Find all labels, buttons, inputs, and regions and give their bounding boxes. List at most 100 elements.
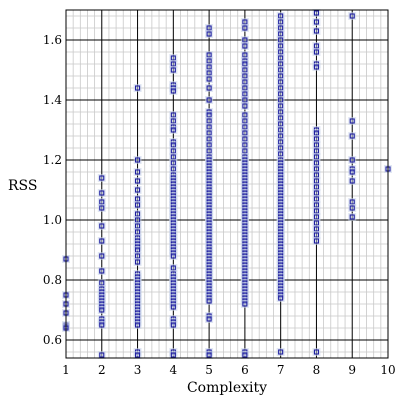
data-point-halo (240, 141, 249, 149)
data-point-halo (133, 201, 142, 209)
data-point-halo (169, 321, 178, 329)
data-point-halo (97, 189, 106, 197)
plot-frame (65, 9, 389, 359)
data-point (206, 352, 212, 358)
data-point-halo (312, 171, 321, 179)
data-point-halo (276, 132, 285, 140)
data-point-halo (240, 36, 249, 44)
data-point (242, 301, 248, 307)
data-point-halo (312, 9, 321, 17)
data-point (135, 187, 141, 193)
data-point-halo (240, 147, 249, 155)
data-point-halo (97, 351, 106, 359)
x-tick-label: 6 (241, 363, 249, 377)
data-point (349, 169, 355, 175)
data-point-halo (312, 18, 321, 26)
data-point-halo (97, 252, 106, 260)
data-points (62, 9, 392, 359)
data-point-halo (133, 195, 142, 203)
data-point-halo (312, 153, 321, 161)
data-point-halo (240, 78, 249, 86)
data-point (313, 49, 319, 55)
data-point (99, 238, 105, 244)
data-point (349, 157, 355, 163)
data-point-halo (312, 207, 321, 215)
data-point-halo (133, 258, 142, 266)
data-point-halo (97, 306, 106, 314)
y-axis-label: RSS (8, 178, 37, 194)
data-point-halo (348, 12, 357, 20)
data-point (99, 190, 105, 196)
y-tick-labels: 0.6 0.8 1.0 1.2 1.4 1.6 (43, 33, 62, 347)
data-point (242, 25, 248, 31)
data-point-halo (169, 147, 178, 155)
data-point-halo (276, 12, 285, 20)
data-point-halo (169, 54, 178, 62)
data-point-halo (240, 18, 249, 26)
data-point-halo (240, 72, 249, 80)
data-point-halo (312, 219, 321, 227)
x-tick-label: 3 (134, 363, 142, 377)
data-point (99, 322, 105, 328)
data-point-halo (205, 24, 214, 32)
data-point-halo (276, 102, 285, 110)
y-tick-label: 0.6 (43, 333, 62, 347)
data-point-halo (169, 87, 178, 95)
data-point-halo (312, 213, 321, 221)
data-point (206, 316, 212, 322)
data-point-halo (133, 252, 142, 260)
data-point-halo (312, 348, 321, 356)
data-point-halo (240, 129, 249, 137)
data-point-halo (133, 177, 142, 185)
data-point (349, 133, 355, 139)
data-point-halo (348, 132, 357, 140)
data-point-halo (133, 246, 142, 254)
data-point-halo (312, 183, 321, 191)
data-point-halo (133, 321, 142, 329)
y-tick-label: 1.2 (43, 153, 62, 167)
data-point-halo (276, 114, 285, 122)
data-point-halo (240, 42, 249, 50)
data-point-halo (312, 27, 321, 35)
data-point-halo (312, 147, 321, 155)
data-point (313, 19, 319, 25)
data-point-halo (133, 216, 142, 224)
data-point-halo (205, 96, 214, 104)
data-point-halo (276, 66, 285, 74)
data-point-halo (276, 54, 285, 62)
data-point-halo (97, 321, 106, 329)
data-point-halo (276, 18, 285, 26)
data-point (135, 259, 141, 265)
data-point (313, 10, 319, 16)
data-point (349, 13, 355, 19)
data-point-halo (97, 279, 106, 287)
x-tick-label: 8 (313, 363, 321, 377)
data-point-halo (205, 69, 214, 77)
data-point-halo (276, 36, 285, 44)
data-point (313, 349, 319, 355)
data-point-halo (348, 156, 357, 164)
data-point-halo (169, 111, 178, 119)
data-point-halo (133, 228, 142, 236)
x-tick-label: 1 (62, 363, 70, 377)
data-point-halo (205, 297, 214, 305)
data-point-halo (97, 204, 106, 212)
data-point-halo (205, 75, 214, 83)
data-point (206, 97, 212, 103)
data-point-halo (276, 348, 285, 356)
data-point (313, 28, 319, 34)
data-point-halo (169, 141, 178, 149)
data-point-halo (348, 204, 357, 212)
data-point (242, 43, 248, 49)
data-point-halo (240, 96, 249, 104)
data-point-halo (205, 351, 214, 359)
data-point-halo (169, 303, 178, 311)
data-point-halo (169, 351, 178, 359)
data-point-halo (240, 66, 249, 74)
data-point-halo (276, 48, 285, 56)
data-point-halo (133, 222, 142, 230)
data-point-halo (133, 210, 142, 218)
data-point (170, 253, 176, 259)
data-point (349, 118, 355, 124)
data-point-halo (205, 315, 214, 323)
